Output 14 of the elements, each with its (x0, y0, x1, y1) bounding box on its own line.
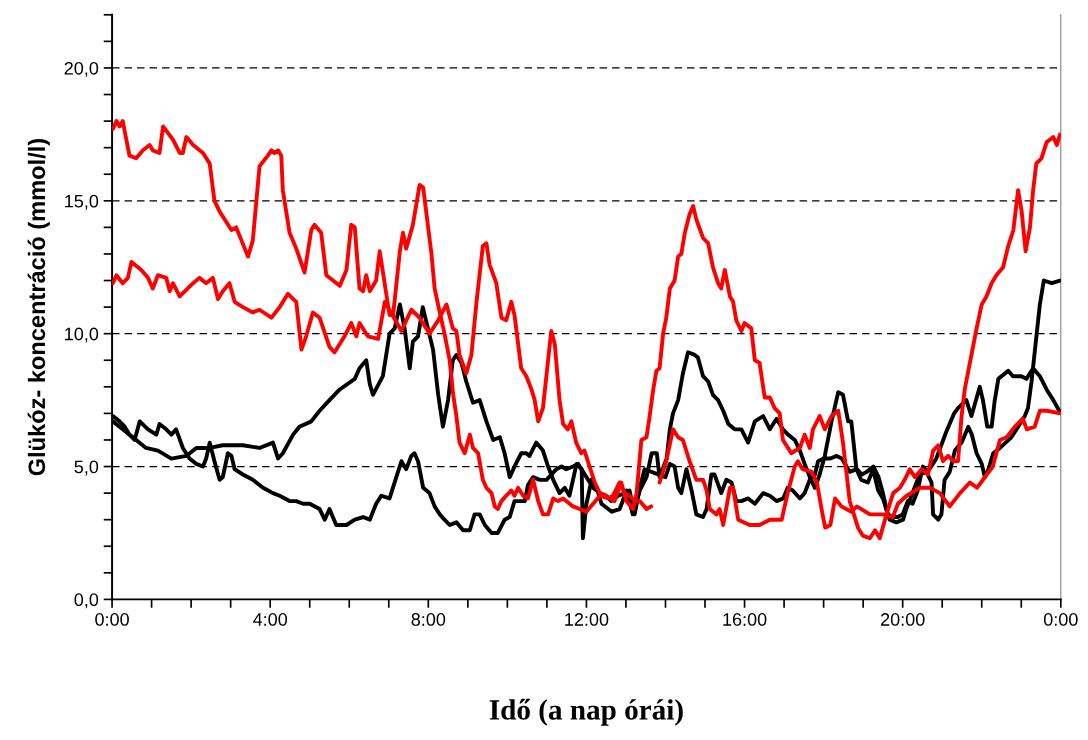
y-tick-label: 10,0 (65, 327, 99, 343)
x-tick-label: 8:00 (411, 613, 446, 626)
x-axis-title: Idő (a nap órái) (489, 698, 683, 726)
y-tick-label: 15,0 (65, 194, 99, 210)
x-tick-label: 20:00 (881, 613, 925, 626)
x-tick-label: 16:00 (723, 613, 767, 626)
x-tick-label: 12:00 (565, 613, 609, 626)
x-tick-label: 0:00 (95, 613, 129, 626)
y-tick-label: 0,0 (74, 593, 99, 609)
y-axis-title: Glükóz- koncentráció (mmol/l) (27, 139, 50, 476)
y-tick-label: 5,0 (74, 460, 99, 476)
x-tick-label: 0:00 (1043, 613, 1078, 626)
x-tick-label: 4:00 (253, 613, 288, 626)
y-tick-label: 20,0 (64, 61, 99, 77)
